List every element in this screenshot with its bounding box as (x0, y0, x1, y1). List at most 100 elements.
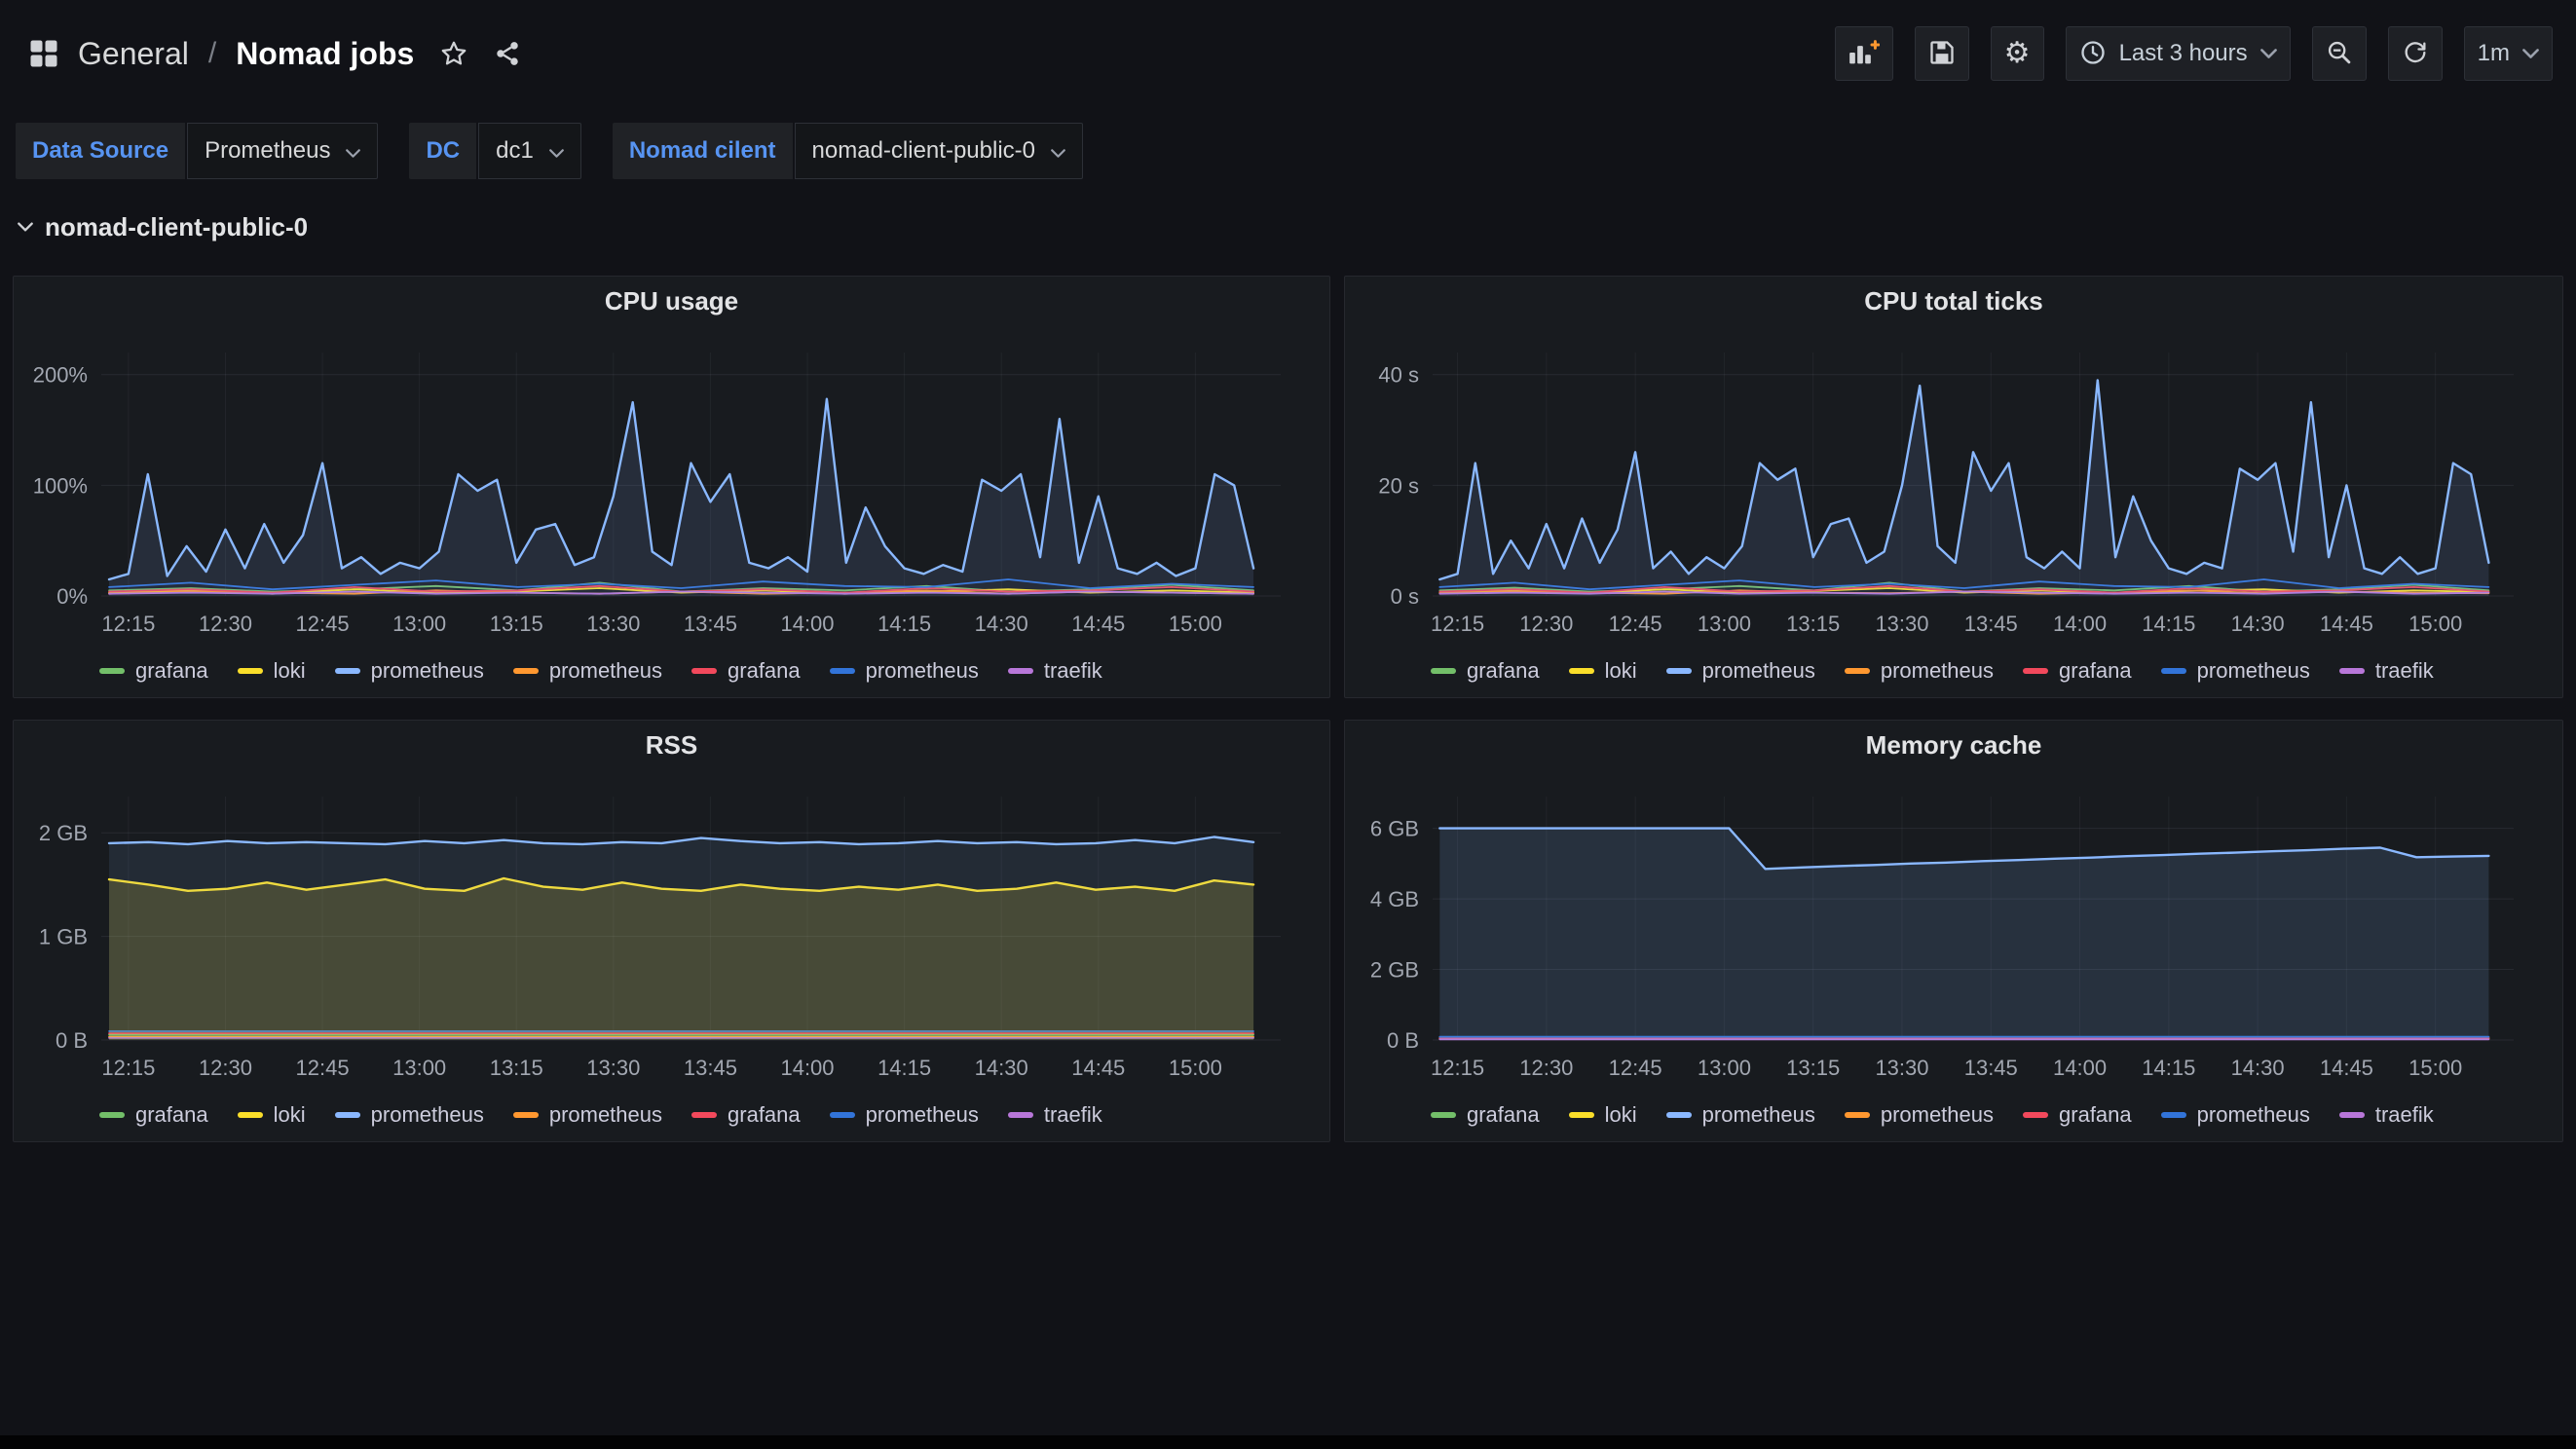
star-icon[interactable] (439, 39, 468, 68)
legend-swatch (99, 1112, 125, 1118)
variable-nomad-client-dropdown[interactable]: nomad-client-public-0 (795, 123, 1083, 179)
variable-nomad-client-selected: nomad-client-public-0 (812, 137, 1035, 165)
legend-swatch (335, 668, 360, 674)
dashboard-row-header[interactable]: nomad-client-public-0 (18, 212, 308, 242)
panel-title[interactable]: CPU total ticks (1345, 277, 2562, 325)
variable-nomad-client-label: Nomad cilent (613, 123, 793, 179)
legend-label: grafana (728, 1102, 801, 1128)
legend-item[interactable]: prometheus (830, 658, 979, 684)
time-range-picker[interactable]: Last 3 hours (2066, 26, 2291, 81)
svg-text:14:15: 14:15 (877, 612, 931, 636)
chart-rss[interactable]: 0 B1 GB2 GB12:1512:3012:4513:0013:1513:3… (18, 769, 1325, 1091)
panel-title[interactable]: CPU usage (14, 277, 1329, 325)
svg-text:14:30: 14:30 (975, 1056, 1028, 1080)
legend-label: prometheus (549, 1102, 662, 1128)
refresh-interval-label: 1m (2478, 40, 2510, 67)
svg-text:14:00: 14:00 (780, 612, 834, 636)
legend-item[interactable]: loki (238, 1102, 306, 1128)
legend-label: prometheus (1881, 658, 1994, 684)
legend-label: grafana (728, 658, 801, 684)
zoom-out-button[interactable] (2312, 26, 2367, 81)
legend-item[interactable]: loki (238, 658, 306, 684)
legend-item[interactable]: traefik (1008, 658, 1102, 684)
svg-text:13:00: 13:00 (1698, 612, 1751, 636)
legend-item[interactable]: grafana (2023, 658, 2132, 684)
legend-label: prometheus (549, 658, 662, 684)
variable-datasource-label: Data Source (16, 123, 185, 179)
variable-dc-dropdown[interactable]: dc1 (478, 123, 581, 179)
panel-legend: grafana loki prometheus prometheus grafana pr… (1431, 1098, 2434, 1132)
legend-item[interactable]: grafana (691, 658, 801, 684)
legend-label: traefik (2375, 1102, 2434, 1128)
legend-item[interactable]: prometheus (1666, 658, 1815, 684)
svg-text:12:30: 12:30 (199, 1056, 252, 1080)
legend-item[interactable]: grafana (691, 1102, 801, 1128)
legend-item[interactable]: traefik (2339, 1102, 2434, 1128)
legend-swatch (1845, 668, 1870, 674)
legend-item[interactable]: prometheus (335, 658, 484, 684)
legend-item[interactable]: loki (1569, 1102, 1637, 1128)
legend-item[interactable]: prometheus (830, 1102, 979, 1128)
variable-datasource-dropdown[interactable]: Prometheus (187, 123, 378, 179)
chart-cpu-usage[interactable]: 0%100%200%12:1512:3012:4513:0013:1513:30… (18, 325, 1325, 647)
legend-item[interactable]: prometheus (1845, 1102, 1994, 1128)
legend-item[interactable]: traefik (1008, 1102, 1102, 1128)
window-bottom-bar (0, 1435, 2576, 1449)
legend-item[interactable]: grafana (1431, 1102, 1540, 1128)
svg-text:6 GB: 6 GB (1370, 817, 1419, 841)
apps-grid-icon[interactable] (29, 39, 58, 68)
svg-text:15:00: 15:00 (1169, 1056, 1222, 1080)
legend-item[interactable]: grafana (99, 658, 208, 684)
legend-item[interactable]: prometheus (1845, 658, 1994, 684)
legend-item[interactable]: prometheus (513, 1102, 662, 1128)
legend-label: grafana (1467, 1102, 1540, 1128)
svg-text:14:15: 14:15 (2142, 1056, 2195, 1080)
panel-legend: grafana loki prometheus prometheus grafana pr… (99, 1098, 1102, 1132)
svg-text:0 B: 0 B (56, 1028, 88, 1053)
svg-text:14:15: 14:15 (877, 1056, 931, 1080)
legend-swatch (1666, 1112, 1692, 1118)
panel-title[interactable]: Memory cache (1345, 721, 2562, 769)
svg-text:200%: 200% (33, 363, 88, 388)
legend-item[interactable]: grafana (99, 1102, 208, 1128)
svg-text:12:15: 12:15 (101, 1056, 155, 1080)
svg-text:13:45: 13:45 (1964, 1056, 2018, 1080)
panel-cpu-total-ticks: CPU total ticks 0 s20 s40 s12:1512:3012:… (1344, 276, 2563, 698)
legend-label: grafana (1467, 658, 1540, 684)
add-panel-button[interactable] (1835, 26, 1893, 81)
legend-label: loki (274, 658, 306, 684)
legend-item[interactable]: grafana (1431, 658, 1540, 684)
breadcrumb-folder[interactable]: General (78, 36, 189, 72)
legend-item[interactable]: prometheus (335, 1102, 484, 1128)
svg-text:15:00: 15:00 (2408, 1056, 2462, 1080)
svg-text:13:00: 13:00 (392, 1056, 446, 1080)
refresh-interval-dropdown[interactable]: 1m (2464, 26, 2553, 81)
chart-cpu-total-ticks[interactable]: 0 s20 s40 s12:1512:3012:4513:0013:1513:3… (1349, 325, 2558, 647)
legend-label: grafana (2059, 658, 2132, 684)
legend-item[interactable]: loki (1569, 658, 1637, 684)
refresh-button[interactable] (2388, 26, 2443, 81)
legend-item[interactable]: prometheus (2161, 658, 2310, 684)
dashboard-settings-button[interactable]: ⚙ (1991, 26, 2044, 81)
legend-item[interactable]: prometheus (2161, 1102, 2310, 1128)
legend-item[interactable]: grafana (2023, 1102, 2132, 1128)
legend-label: prometheus (866, 1102, 979, 1128)
legend-swatch (1008, 1112, 1033, 1118)
legend-item[interactable]: prometheus (1666, 1102, 1815, 1128)
save-dashboard-button[interactable] (1915, 26, 1969, 81)
row-title: nomad-client-public-0 (45, 212, 308, 242)
legend-label: prometheus (1881, 1102, 1994, 1128)
legend-item[interactable]: traefik (2339, 658, 2434, 684)
svg-text:15:00: 15:00 (1169, 612, 1222, 636)
legend-swatch (238, 1112, 263, 1118)
legend-item[interactable]: prometheus (513, 658, 662, 684)
chart-memory-cache[interactable]: 0 B2 GB4 GB6 GB12:1512:3012:4513:0013:15… (1349, 769, 2558, 1091)
svg-text:0%: 0% (56, 584, 88, 609)
legend-swatch (1569, 668, 1594, 674)
svg-text:13:45: 13:45 (684, 1056, 737, 1080)
add-panel-icon (1848, 40, 1880, 68)
breadcrumb-dashboard-title[interactable]: Nomad jobs (236, 36, 414, 72)
chevron-down-icon (346, 137, 360, 165)
panel-title[interactable]: RSS (14, 721, 1329, 769)
share-icon[interactable] (494, 40, 521, 67)
